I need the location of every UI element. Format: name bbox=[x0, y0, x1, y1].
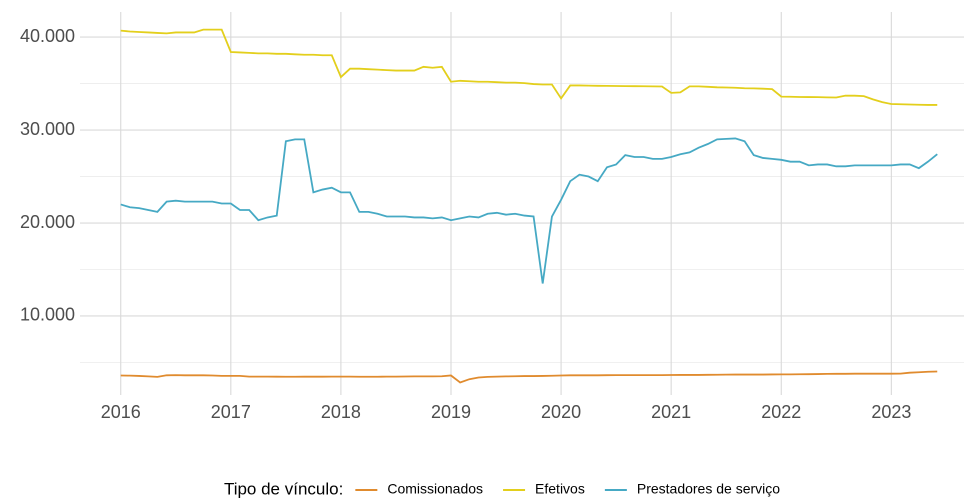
x-tick-label: 2017 bbox=[211, 402, 251, 422]
y-tick-label: 30.000 bbox=[20, 119, 75, 139]
legend-title: Tipo de vínculo: bbox=[224, 479, 343, 498]
series-line bbox=[120, 137, 938, 284]
x-tick-label: 2020 bbox=[541, 402, 581, 422]
y-tick-label: 40.000 bbox=[20, 26, 75, 46]
x-tick-label: 2019 bbox=[431, 402, 471, 422]
series-line bbox=[120, 28, 938, 106]
x-tick-label: 2016 bbox=[101, 402, 141, 422]
legend-label: Efetivos bbox=[535, 481, 585, 497]
x-tick-label: 2021 bbox=[651, 402, 691, 422]
x-tick-label: 2022 bbox=[761, 402, 801, 422]
y-tick-label: 10.000 bbox=[20, 305, 75, 325]
y-tick-label: 20.000 bbox=[20, 212, 75, 232]
x-tick-label: 2023 bbox=[871, 402, 911, 422]
series-line bbox=[120, 370, 938, 384]
x-tick-label: 2018 bbox=[321, 402, 361, 422]
legend-label: Comissionados bbox=[387, 481, 483, 497]
legend-label: Prestadores de serviço bbox=[637, 481, 780, 497]
